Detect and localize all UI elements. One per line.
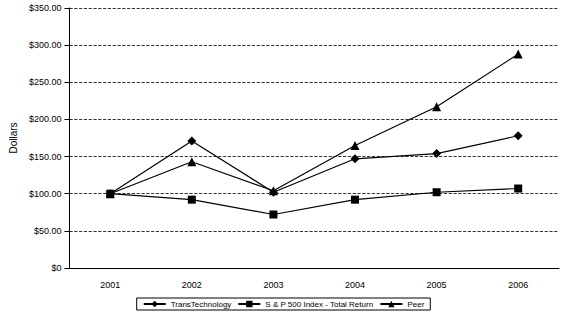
svg-text:$100.00: $100.00: [29, 189, 62, 199]
svg-text:S & P 500 Index - Total Return: S & P 500 Index - Total Return: [265, 300, 373, 309]
svg-text:TransTechnology: TransTechnology: [171, 300, 232, 309]
svg-text:$150.00: $150.00: [29, 152, 62, 162]
svg-text:$200.00: $200.00: [29, 114, 62, 124]
svg-text:2006: 2006: [508, 280, 528, 290]
svg-text:2005: 2005: [427, 280, 447, 290]
svg-text:$350.00: $350.00: [29, 3, 62, 13]
svg-text:2004: 2004: [345, 280, 365, 290]
svg-text:$0: $0: [51, 263, 61, 273]
svg-text:$50.00: $50.00: [34, 226, 62, 236]
svg-text:$250.00: $250.00: [29, 77, 62, 87]
svg-text:$300.00: $300.00: [29, 40, 62, 50]
svg-text:2003: 2003: [263, 280, 283, 290]
svg-text:2002: 2002: [182, 280, 202, 290]
svg-text:2001: 2001: [100, 280, 120, 290]
svg-text:Peer: Peer: [407, 300, 424, 309]
svg-text:Dollars: Dollars: [8, 122, 19, 153]
